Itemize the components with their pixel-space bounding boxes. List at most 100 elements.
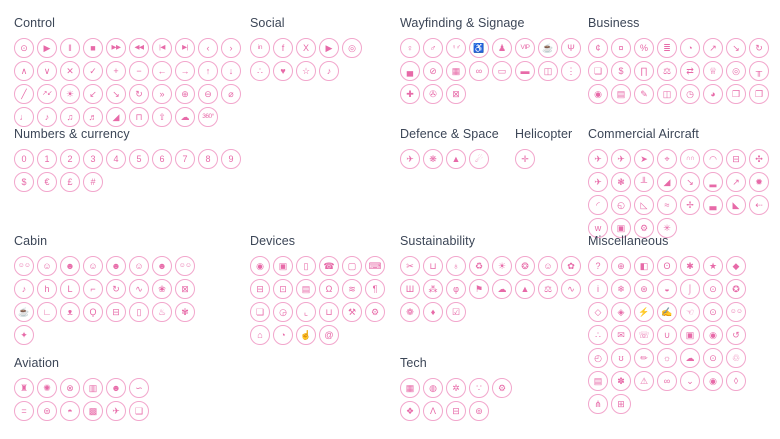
- volume-high-icon[interactable]: ♬: [83, 107, 103, 127]
- tea-service-icon[interactable]: ☕: [14, 302, 34, 322]
- passenger-recline-icon[interactable]: ☺: [83, 256, 103, 276]
- wildlife-icon[interactable]: ⁂: [423, 279, 443, 299]
- decline-chart-icon[interactable]: ↘: [726, 38, 746, 58]
- refresh-icon[interactable]: ↺: [726, 325, 746, 345]
- question-icon[interactable]: ?: [588, 256, 608, 276]
- scales-icon[interactable]: ⚖: [657, 61, 677, 81]
- speedometer-icon[interactable]: ◷: [680, 84, 700, 104]
- shopping-cart-icon[interactable]: ⌞: [296, 302, 316, 322]
- gift-icon[interactable]: ⊠: [446, 84, 466, 104]
- share-icon[interactable]: ∴: [250, 61, 270, 81]
- arrow-down-left-icon[interactable]: ↙: [83, 84, 103, 104]
- search-icon[interactable]: ⌀: [221, 84, 241, 104]
- plane-pushback-icon[interactable]: ⇠: [749, 195, 769, 215]
- handbag-icon[interactable]: ʊ: [611, 348, 631, 368]
- eye-view-icon[interactable]: ⊙: [703, 348, 723, 368]
- envelope-icon[interactable]: ✉: [611, 325, 631, 345]
- molecule-icon[interactable]: ✲: [446, 378, 466, 398]
- train-icon[interactable]: ▦: [446, 61, 466, 81]
- stopwatch-icon[interactable]: ◶: [273, 302, 293, 322]
- number-1-icon[interactable]: 1: [37, 149, 57, 169]
- pie-chart-icon[interactable]: ◔: [680, 38, 700, 58]
- number-0-icon[interactable]: 0: [14, 149, 34, 169]
- plane-side-icon[interactable]: ✈: [588, 172, 608, 192]
- instagram-icon[interactable]: ◎: [342, 38, 362, 58]
- eye-open-icon[interactable]: ◉: [703, 325, 723, 345]
- linkedin-icon[interactable]: in: [250, 38, 270, 58]
- wing-flap-icon[interactable]: ◺: [634, 195, 654, 215]
- volume-mute-icon[interactable]: ♩: [14, 107, 34, 127]
- car-icon[interactable]: ▬: [515, 61, 535, 81]
- close-icon[interactable]: ✕: [60, 61, 80, 81]
- thumb-up-icon[interactable]: ☝: [296, 325, 316, 345]
- warning-icon[interactable]: ⚠: [634, 371, 654, 391]
- passengers-pair-icon[interactable]: ☺☺: [175, 256, 195, 276]
- calendar-icon[interactable]: ⊞: [611, 394, 631, 414]
- woman-icon[interactable]: ♀: [400, 38, 420, 58]
- plane-transport-icon[interactable]: ▃: [703, 195, 723, 215]
- lotus-wellbeing-icon[interactable]: ❀: [152, 279, 172, 299]
- hash-icon[interactable]: #: [83, 172, 103, 192]
- carry-on-luggage-icon[interactable]: ▯: [129, 302, 149, 322]
- jet-engine-icon[interactable]: ✺: [37, 378, 57, 398]
- seatback-screen-icon[interactable]: ⊟: [106, 302, 126, 322]
- facebook-icon[interactable]: f: [273, 38, 293, 58]
- landing-gear-icon[interactable]: ╨: [634, 172, 654, 192]
- number-5-icon[interactable]: 5: [129, 149, 149, 169]
- bicycle-icon[interactable]: ∞: [469, 61, 489, 81]
- organization-icon[interactable]: ╥: [749, 61, 769, 81]
- document-icon[interactable]: ❏: [250, 302, 270, 322]
- spectacles-icon[interactable]: ∞: [657, 371, 677, 391]
- rocket-icon[interactable]: ▲: [446, 149, 466, 169]
- global-routes-icon[interactable]: ⊜: [37, 401, 57, 421]
- fire-extinguisher-icon[interactable]: ✇: [423, 84, 443, 104]
- space-orbit-icon[interactable]: ☄: [469, 149, 489, 169]
- wifi-icon[interactable]: ≋: [342, 279, 362, 299]
- chevron-up-icon[interactable]: ∧: [14, 61, 34, 81]
- chevron-left-icon[interactable]: ‹: [198, 38, 218, 58]
- number-4-icon[interactable]: 4: [106, 149, 126, 169]
- satellite-icon[interactable]: ❋: [423, 149, 443, 169]
- recliner-seat-icon[interactable]: ∟: [37, 302, 57, 322]
- land-preservation-icon[interactable]: ▲: [515, 279, 535, 299]
- time-pie-icon[interactable]: ◕: [703, 84, 723, 104]
- dollar-icon[interactable]: $: [14, 172, 34, 192]
- crown-icon[interactable]: ♕: [703, 61, 723, 81]
- x-twitter-icon[interactable]: X: [296, 38, 316, 58]
- seat-icon[interactable]: h: [37, 279, 57, 299]
- pilot-icon[interactable]: ☻: [106, 378, 126, 398]
- lightning-icon[interactable]: ⚡: [634, 302, 654, 322]
- fighter-jet-icon[interactable]: ✈: [400, 149, 420, 169]
- plane-front-icon[interactable]: ✈: [611, 149, 631, 169]
- report-icon[interactable]: ▤: [611, 84, 631, 104]
- number-3-icon[interactable]: 3: [83, 149, 103, 169]
- bouquet-icon[interactable]: ✽: [611, 371, 631, 391]
- thermometer-icon[interactable]: ⌡: [680, 279, 700, 299]
- droplet-icon[interactable]: ◊: [726, 371, 746, 391]
- bird-strike-icon[interactable]: w: [588, 218, 608, 238]
- printer-icon[interactable]: ⊟: [250, 279, 270, 299]
- doorway-icon[interactable]: ◧: [634, 256, 654, 276]
- graduation-cap-icon[interactable]: ◆: [726, 256, 746, 276]
- traffic-light-icon[interactable]: ⋮: [561, 61, 581, 81]
- number-2-icon[interactable]: 2: [60, 149, 80, 169]
- boarding-pass-icon[interactable]: ❑: [129, 401, 149, 421]
- restrooms-icon[interactable]: ♀♂: [446, 38, 466, 58]
- share-nodes-icon[interactable]: ∴: [588, 325, 608, 345]
- control-tower-icon[interactable]: ♜: [14, 378, 34, 398]
- arrow-right-icon[interactable]: →: [175, 61, 195, 81]
- cockpit-window-icon[interactable]: ◠: [703, 149, 723, 169]
- focus-target-icon[interactable]: ◉: [588, 84, 608, 104]
- video-camera-icon[interactable]: ▣: [273, 256, 293, 276]
- growth-chart-icon[interactable]: ↗: [703, 38, 723, 58]
- waste-bin-icon[interactable]: ⊔: [423, 256, 443, 276]
- pet-onboard-icon[interactable]: ᴥ: [60, 302, 80, 322]
- trash-bin-icon[interactable]: ⊔: [319, 302, 339, 322]
- organic-produce-icon[interactable]: ❁: [400, 302, 420, 322]
- horizon-cloud-icon[interactable]: ☁: [680, 348, 700, 368]
- label-tag-icon[interactable]: ◈: [611, 302, 631, 322]
- lightbulb-icon[interactable]: ʘ: [657, 256, 677, 276]
- marker-pen-icon[interactable]: ✏: [634, 348, 654, 368]
- zoom-out-icon[interactable]: ⊖: [198, 84, 218, 104]
- passenger-icon[interactable]: ☺: [37, 256, 57, 276]
